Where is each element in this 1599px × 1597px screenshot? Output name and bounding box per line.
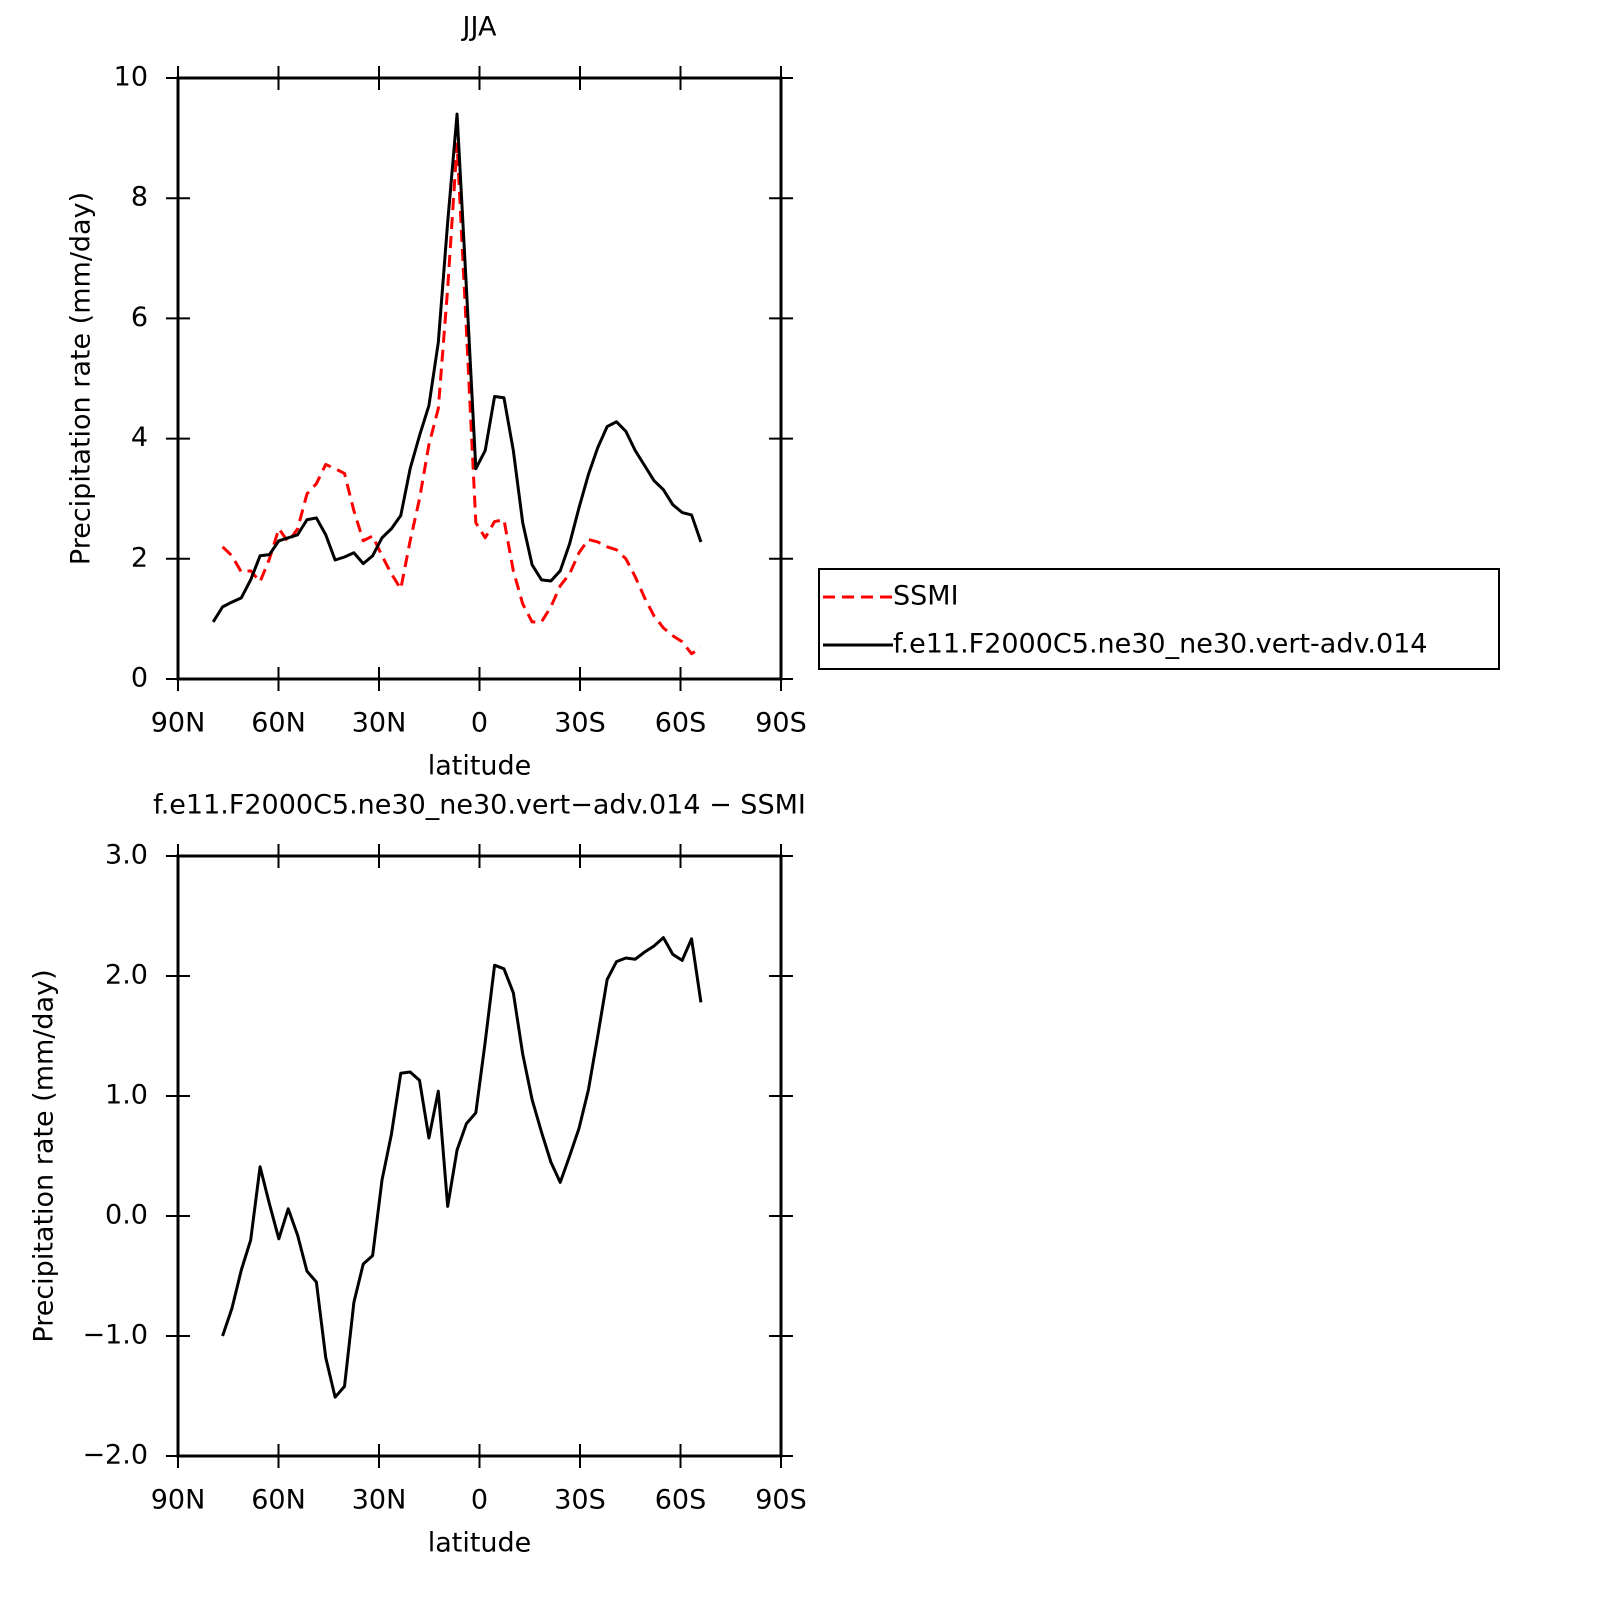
x-tick-label: 30N — [352, 708, 407, 739]
chart-title: f.e11.F2000C5.ne30_ne30.vert−adv.014 − S… — [153, 790, 806, 821]
x-tick-label: 30S — [554, 708, 606, 739]
x-tick-label: 0 — [471, 1485, 488, 1516]
x-tick-label: 30S — [554, 1485, 606, 1516]
x-axis-label: latitude — [428, 1528, 532, 1559]
y-tick-label: 1.0 — [105, 1080, 148, 1111]
data-line — [221, 936, 703, 1399]
legend-box — [818, 568, 1500, 670]
y-tick-label: 6 — [131, 302, 148, 333]
y-tick-label: 3.0 — [105, 840, 148, 871]
x-tick-label: 30N — [352, 1485, 407, 1516]
x-tick-label: 60N — [251, 1485, 306, 1516]
y-tick-label: −1.0 — [82, 1320, 148, 1351]
y-tick-label: 8 — [131, 182, 148, 213]
x-tick-label: 90N — [151, 1485, 206, 1516]
x-tick-label: 60S — [655, 708, 707, 739]
y-tick-label: 2.0 — [105, 960, 148, 991]
x-tick-label: 0 — [471, 708, 488, 739]
legend-label: SSMI — [893, 581, 959, 612]
plot-frame — [176, 76, 783, 681]
chart-title: JJA — [461, 12, 497, 43]
legend-label: f.e11.F2000C5.ne30_ne30.vert-adv.014 — [893, 629, 1427, 660]
y-tick-label: 0 — [131, 663, 148, 694]
x-tick-label: 90S — [755, 708, 807, 739]
data-line — [211, 112, 703, 623]
y-axis-label: Precipitation rate (mm/day) — [29, 969, 60, 1342]
y-axis-label: Precipitation rate (mm/day) — [66, 192, 97, 565]
y-tick-label: −2.0 — [82, 1440, 148, 1471]
x-tick-label: 90N — [151, 708, 206, 739]
plot-frame — [176, 854, 783, 1458]
x-tick-label: 60S — [655, 1485, 707, 1516]
y-tick-label: 10 — [114, 62, 148, 93]
y-tick-label: 2 — [131, 542, 148, 573]
data-line — [221, 142, 702, 656]
x-axis-label: latitude — [428, 751, 532, 782]
y-tick-label: 4 — [131, 422, 148, 453]
x-tick-label: 90S — [755, 1485, 807, 1516]
y-tick-label: 0.0 — [105, 1200, 148, 1231]
x-tick-label: 60N — [251, 708, 306, 739]
